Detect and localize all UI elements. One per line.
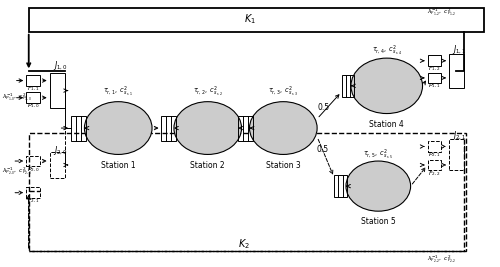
Text: Station 1: Station 1 [101, 160, 136, 170]
Text: $\lambda^{-1}_{F_{1,2}},\ c^2_{F_{1,2}}$: $\lambda^{-1}_{F_{1,2}},\ c^2_{F_{1,2}}$ [426, 6, 456, 17]
Bar [26, 92, 40, 103]
Bar [71, 116, 86, 141]
Text: $F_{1,1}$: $F_{1,1}$ [27, 85, 40, 93]
Text: $J_{1,1}$: $J_{1,1}$ [452, 43, 466, 56]
Bar [28, 133, 466, 251]
Text: $J_{1,0}$: $J_{1,0}$ [52, 60, 68, 72]
Bar [449, 139, 464, 170]
Text: $P_{2,1}$: $P_{2,1}$ [428, 151, 441, 159]
Bar [428, 73, 442, 83]
Text: $\tau_{r,4},\ c^2_{s_{r,4}}$: $\tau_{r,4},\ c^2_{s_{r,4}}$ [372, 43, 402, 57]
Bar [238, 116, 253, 141]
Text: $F_{2,1}$: $F_{2,1}$ [27, 197, 40, 205]
Text: Station 5: Station 5 [361, 217, 396, 226]
Bar [428, 141, 442, 152]
Ellipse shape [250, 102, 317, 154]
Ellipse shape [174, 102, 242, 154]
Bar [50, 152, 64, 178]
Text: $\lambda^{-1}_{F_{2,2}},\ c^2_{F_{2,2}}$: $\lambda^{-1}_{F_{2,2}},\ c^2_{F_{2,2}}$ [426, 253, 456, 264]
Bar [26, 156, 40, 166]
Text: $P_{1,1}$: $P_{1,1}$ [428, 82, 441, 91]
Bar [334, 175, 346, 197]
Bar [26, 187, 40, 198]
Bar [162, 116, 176, 141]
Bar [428, 160, 442, 170]
Text: Station 4: Station 4 [370, 120, 404, 129]
Text: $\tau_{r,5},\ c^2_{s_{r,5}}$: $\tau_{r,5},\ c^2_{s_{r,5}}$ [364, 148, 393, 161]
Text: Station 3: Station 3 [266, 160, 300, 170]
Bar [428, 56, 442, 66]
Text: $J_{2,1}$: $J_{2,1}$ [452, 129, 466, 142]
Text: 0.5: 0.5 [316, 145, 328, 154]
Ellipse shape [84, 102, 152, 154]
Text: $F_{2,2}$: $F_{2,2}$ [428, 169, 440, 178]
Bar [28, 8, 483, 32]
Ellipse shape [351, 58, 422, 113]
Text: 0.5: 0.5 [318, 103, 330, 112]
Text: $K_2$: $K_2$ [238, 237, 250, 250]
Text: $\lambda^{-1}_{P_{2,0}},\ c^2_{P_{2,0}}$: $\lambda^{-1}_{P_{2,0}},\ c^2_{P_{2,0}}$ [2, 165, 32, 176]
Ellipse shape [346, 161, 410, 211]
Text: $P_{2,0}$: $P_{2,0}$ [27, 165, 40, 174]
Text: $\lambda^{-1}_{P_{1,0}},\ c^2_{P_{1,0}}$: $\lambda^{-1}_{P_{1,0}},\ c^2_{P_{1,0}}$ [2, 91, 32, 102]
Text: $K_1$: $K_1$ [244, 13, 256, 26]
Text: $\tau_{r,1},\ c^2_{s_{r,1}}$: $\tau_{r,1},\ c^2_{s_{r,1}}$ [104, 84, 133, 98]
Bar [26, 75, 40, 86]
Text: $J_{2,0}$: $J_{2,0}$ [52, 144, 68, 157]
Text: $\tau_{r,3},\ c^2_{s_{r,3}}$: $\tau_{r,3},\ c^2_{s_{r,3}}$ [268, 84, 298, 98]
Bar [449, 54, 464, 88]
Text: $F_{1,2}$: $F_{1,2}$ [428, 65, 440, 73]
Text: $\tau_{r,2},\ c^2_{s_{r,2}}$: $\tau_{r,2},\ c^2_{s_{r,2}}$ [193, 84, 222, 98]
Text: Station 2: Station 2 [190, 160, 225, 170]
Text: $P_{1,0}$: $P_{1,0}$ [27, 102, 40, 110]
Bar [50, 73, 64, 108]
Bar [342, 74, 354, 97]
